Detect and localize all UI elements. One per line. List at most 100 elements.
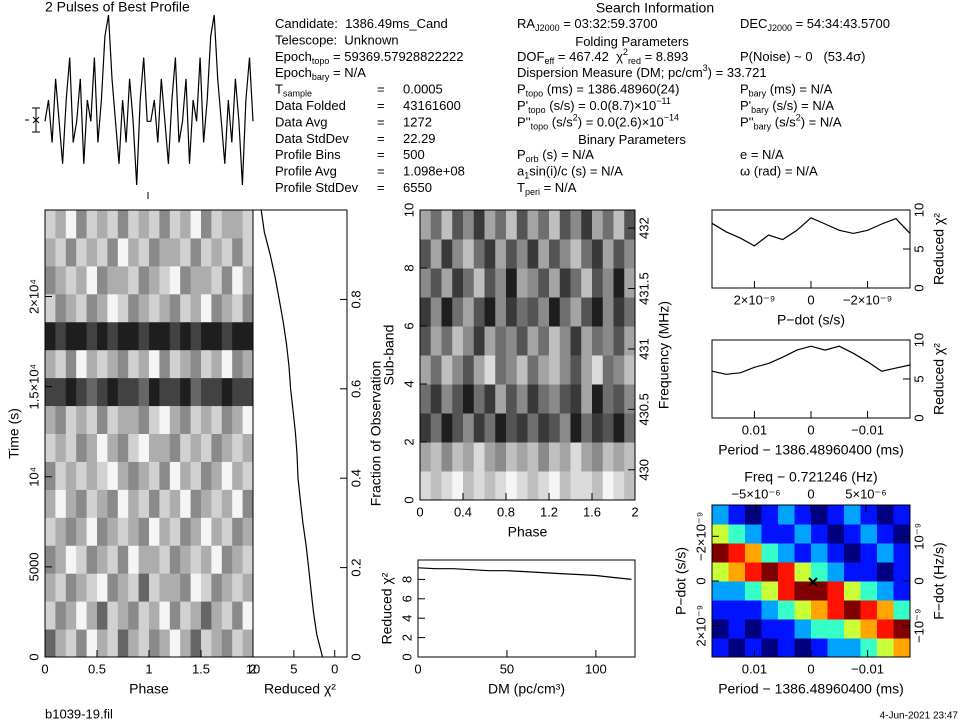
heat-cell: [128, 517, 140, 546]
heat-cell: [169, 489, 181, 518]
heat-cell: [128, 349, 140, 379]
heat-cell: [592, 297, 604, 327]
heat-cell: [65, 321, 77, 351]
heat-cell: [169, 629, 181, 658]
heat-cell: [159, 629, 171, 658]
heat-cell: [201, 433, 212, 462]
heat-cell: [97, 545, 108, 574]
info-text: Epochtopo = 59369.57928822222: [275, 49, 464, 66]
heat-cell: [844, 600, 861, 620]
heat-cell: [232, 573, 244, 602]
tick-label: 100: [585, 661, 607, 676]
heat-cell: [624, 355, 636, 385]
heat-cell: [211, 517, 223, 546]
heat-cell: [180, 349, 192, 379]
heat-cell: [232, 601, 244, 630]
info-text: RAJ2000 = 03:32:59.3700: [517, 16, 658, 33]
heat-cell: [506, 268, 518, 298]
heat-cell: [242, 517, 254, 546]
heat-cell: [232, 629, 244, 658]
heat-cell: [860, 543, 878, 563]
heat-cell: [860, 600, 878, 620]
heat-cell: [149, 405, 160, 434]
heat-cell: [602, 297, 614, 327]
heat-cell: [811, 543, 828, 563]
info-part: P: [517, 82, 526, 97]
heat-cell: [484, 297, 496, 327]
tick-label: 1.2: [540, 504, 558, 519]
heat-cell: [117, 237, 129, 267]
heat-cell: [844, 543, 861, 563]
heat-cell: [211, 237, 223, 267]
heat-cell: [484, 239, 496, 269]
heat-cell: [441, 210, 453, 240]
data-line: [44, 14, 254, 186]
tick-label: 0: [416, 504, 423, 519]
info-text: =: [377, 115, 385, 130]
heat-cell: [860, 562, 878, 582]
heat-cell: [527, 239, 539, 269]
heat-cell: [549, 268, 561, 298]
info-part: = 467.42 χ: [554, 49, 623, 64]
heat-cell: [65, 349, 77, 379]
heat-cell: [128, 601, 140, 630]
heat-cell: [97, 265, 108, 295]
heat-cell: [527, 442, 539, 472]
heat-cell: [452, 268, 464, 298]
heat-cell: [55, 377, 67, 407]
info-part: J2000: [767, 23, 792, 33]
heat-cell: [602, 239, 614, 269]
heat-cell: [495, 355, 507, 385]
heat-cell: [538, 210, 550, 240]
info-text: 0.0005: [403, 82, 443, 97]
date: 4-Jun-2021 23:47: [880, 711, 959, 722]
heat-cell: [232, 405, 244, 434]
heat-cell: [190, 237, 202, 267]
heat-cell: [559, 210, 571, 240]
heat-cell: [844, 524, 861, 544]
heat-cell: [624, 326, 636, 356]
heat-cell: [893, 543, 911, 563]
heat-cell: [211, 265, 223, 295]
heat-cell: [221, 237, 233, 267]
heat-cell: [128, 265, 140, 295]
heat-cell: [169, 405, 181, 434]
heat-cell: [107, 433, 119, 462]
heat-cell: [728, 581, 746, 601]
heat-cell: [107, 489, 119, 518]
heat-cell: [55, 629, 67, 658]
heat-cell: [221, 210, 233, 239]
heat-cell: [65, 210, 77, 239]
heat-cell: [221, 517, 233, 546]
heat-cell: [613, 442, 625, 472]
heat-cell: [117, 293, 129, 323]
tick-label: −2×10⁻⁹: [693, 512, 708, 561]
heat-cell: [55, 405, 67, 434]
heat-cell: [844, 619, 861, 639]
info-part: T: [517, 180, 525, 195]
heat-cell: [221, 461, 233, 490]
info-part: 2: [573, 113, 578, 123]
heat-cell: [190, 265, 202, 295]
tick-label: 0.4: [454, 504, 472, 519]
info-part: Profile Bins: [275, 148, 341, 163]
y2-axis-label: Frequency (MHz): [656, 301, 672, 409]
tick-label: −0.01: [851, 422, 884, 437]
info-part: topo: [528, 105, 546, 115]
heat-cell: [117, 265, 129, 295]
heat-cell: [149, 461, 160, 490]
heat-cell: [506, 384, 518, 414]
heat-cell: [570, 355, 582, 385]
heat-cell: [169, 545, 181, 574]
heat-cell: [76, 461, 88, 490]
heat-cell: [592, 442, 604, 472]
heat-cell: [430, 326, 442, 356]
heat-cell: [190, 349, 202, 379]
heat-cell: [877, 619, 894, 639]
info-part: 1: [524, 171, 529, 181]
heat-cell: [516, 210, 528, 240]
info-part: −14: [664, 113, 679, 123]
heat-cell: [107, 210, 119, 239]
heat-cell: [559, 471, 571, 501]
heat-cell: [190, 629, 202, 658]
